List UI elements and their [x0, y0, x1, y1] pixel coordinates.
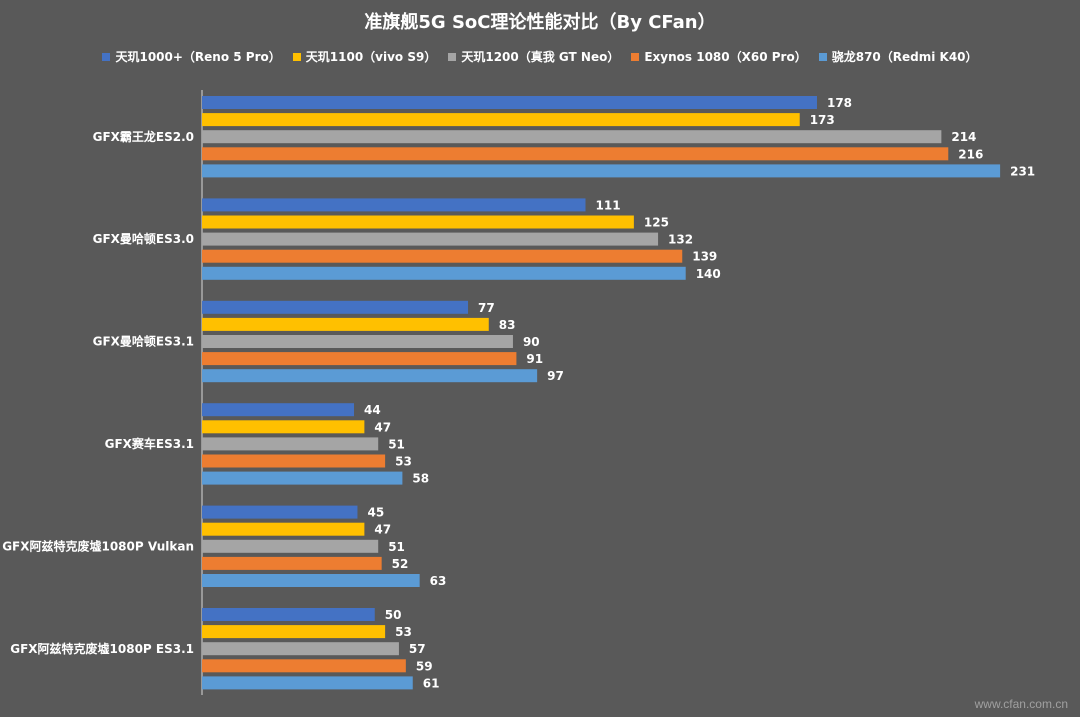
legend-item: 骁龙870（Redmi K40） — [818, 48, 978, 65]
legend-label: 天玑1100（vivo S9） — [305, 50, 437, 64]
legend-swatch — [102, 52, 111, 61]
legend-swatch — [292, 52, 301, 61]
bar — [202, 539, 379, 553]
legend-swatch — [448, 52, 457, 61]
data-label: 214 — [951, 130, 976, 144]
bar — [202, 198, 586, 212]
data-label: 139 — [692, 250, 717, 264]
data-label: 132 — [668, 233, 693, 247]
bar — [202, 164, 1001, 178]
bar — [202, 556, 382, 570]
category-label: GFX霸王龙ES2.0 — [93, 129, 194, 144]
bar — [202, 215, 634, 229]
bar — [202, 335, 513, 348]
data-label: 51 — [388, 437, 405, 451]
data-label: 53 — [395, 625, 412, 639]
data-label: 59 — [416, 659, 433, 673]
data-label: 125 — [644, 216, 669, 230]
data-label: 111 — [596, 198, 621, 212]
bar — [202, 659, 406, 673]
data-label: 77 — [478, 301, 495, 315]
legend-item: 天玑1200（真我 GT Neo） — [448, 48, 619, 65]
chart-legend: 天玑1000+（Reno 5 Pro） 天玑1100（vivo S9） 天玑1200… — [0, 48, 1080, 65]
legend-item: 天玑1100（vivo S9） — [292, 48, 437, 65]
data-label: 51 — [388, 540, 405, 554]
chart-title: 准旗舰5G SoC理论性能对比（By CFan） — [364, 12, 716, 33]
category-label: GFX曼哈顿ES3.1 — [93, 334, 194, 349]
data-label: 45 — [367, 506, 384, 520]
data-label: 83 — [499, 318, 516, 332]
bar — [202, 437, 379, 451]
category-label: GFX曼哈顿ES3.0 — [93, 231, 194, 246]
bar — [202, 625, 386, 639]
legend-label: 天玑1000+（Reno 5 Pro） — [115, 50, 281, 64]
bar — [202, 147, 949, 161]
data-label: 44 — [364, 403, 381, 417]
legend-item: Exynos 1080（X60 Pro） — [631, 48, 807, 65]
data-label: 50 — [385, 608, 402, 622]
bar — [202, 96, 817, 109]
bar — [202, 403, 355, 417]
data-label: 97 — [547, 369, 564, 383]
bar — [202, 574, 420, 587]
legend-swatch — [631, 52, 640, 61]
legend-item: 天玑1000+（Reno 5 Pro） — [102, 48, 281, 65]
bar — [202, 642, 399, 656]
data-label: 61 — [423, 676, 440, 690]
bar — [202, 300, 469, 314]
data-label: 231 — [1010, 164, 1035, 178]
data-label: 47 — [374, 523, 391, 537]
data-label: 58 — [412, 472, 429, 486]
bar — [202, 420, 365, 434]
bar — [202, 130, 942, 144]
bar — [202, 249, 683, 263]
data-label: 53 — [395, 455, 412, 469]
legend-label: 天玑1200（真我 GT Neo） — [461, 50, 620, 64]
data-label: 57 — [409, 642, 426, 656]
bar — [202, 317, 489, 331]
category-label: GFX赛车ES3.1 — [105, 436, 194, 451]
data-label: 178 — [827, 96, 852, 110]
legend-label: 骁龙870（Redmi K40） — [831, 50, 978, 64]
category-label: GFX阿兹特克废墟1080P Vulkan — [2, 538, 194, 553]
bar — [202, 113, 800, 127]
legend-swatch — [818, 52, 827, 61]
bar — [202, 352, 517, 366]
data-label: 47 — [374, 420, 391, 434]
data-label: 216 — [958, 147, 983, 161]
data-label: 140 — [696, 267, 721, 281]
bar — [202, 232, 659, 246]
bar — [202, 676, 413, 690]
bar — [202, 505, 358, 519]
bar — [202, 266, 686, 280]
data-label: 173 — [810, 113, 835, 127]
bar — [202, 454, 386, 468]
bar — [202, 522, 365, 536]
data-label: 63 — [430, 574, 447, 588]
bar — [202, 369, 538, 383]
bar — [202, 471, 403, 485]
bar — [202, 608, 375, 621]
watermark: www.cfan.com.cn — [974, 697, 1068, 711]
category-label: GFX阿兹特克废墟1080P ES3.1 — [10, 641, 194, 656]
data-label: 91 — [526, 352, 543, 366]
data-label: 90 — [523, 335, 540, 349]
legend-label: Exynos 1080（X60 Pro） — [644, 50, 807, 64]
data-label: 52 — [392, 557, 409, 571]
